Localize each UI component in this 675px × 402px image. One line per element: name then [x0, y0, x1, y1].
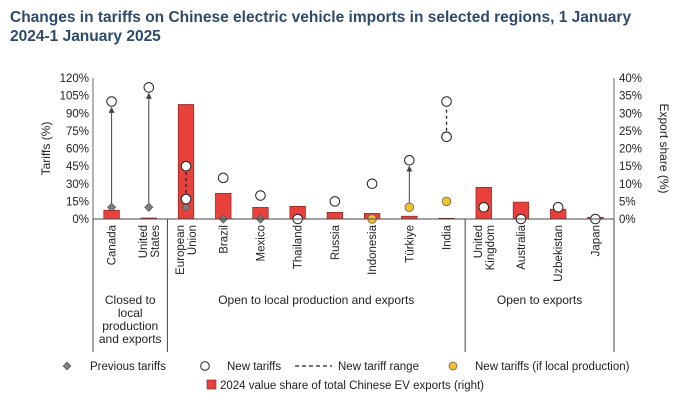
y2-tick-label: 35%	[619, 91, 642, 103]
y2-tick-label: 5%	[619, 196, 636, 208]
new-tariff-marker	[143, 82, 155, 93]
y-tick-label: 120%	[60, 73, 89, 85]
y-tick-label: 30%	[66, 179, 89, 191]
x-tick-label: Australia	[516, 224, 528, 269]
new-tariff-marker	[180, 160, 192, 172]
legend-local-production-label: New tariffs (if local production)	[475, 361, 630, 373]
y-tick-label: 60%	[66, 144, 89, 156]
x-tick-label: Uzbekistan	[553, 225, 565, 282]
y2-tick-label: 10%	[619, 179, 642, 191]
new-tariff-marker	[552, 201, 564, 213]
previous-tariff-marker	[144, 202, 154, 212]
local-production-tariff-marker	[441, 196, 452, 207]
x-tick-label: Brazil	[218, 225, 230, 254]
legend-new-tariffs-swatch	[200, 361, 210, 371]
x-tick-label: Türkiye	[404, 225, 416, 263]
legend-tariff-range-label: New tariff range	[338, 361, 419, 373]
export-share-bar	[326, 212, 344, 220]
y-tick-label: 0%	[72, 214, 89, 226]
x-tick-label: Kingdom	[485, 225, 497, 270]
previous-tariff-marker	[181, 202, 191, 212]
y2-axis-label: Export share (%)	[657, 103, 671, 193]
legend-previous-tariffs-swatch	[62, 361, 72, 371]
x-tick-label: Russia	[330, 224, 342, 260]
y2-tick-label: 40%	[619, 73, 642, 85]
group-label: and exports	[99, 332, 162, 346]
x-tick-label: Mexico	[255, 225, 267, 261]
y-tick-label: 45%	[66, 161, 89, 173]
group-label: production	[102, 319, 158, 333]
group-label: Closed to	[105, 293, 156, 307]
new-tariff-marker	[441, 131, 452, 143]
legend-export-share-label: 2024 value share of total Chinese EV exp…	[220, 380, 484, 392]
y-tick-label: 15%	[66, 196, 89, 208]
x-tick-label: India	[442, 224, 454, 250]
new-tariff-marker	[255, 190, 266, 201]
y2-tick-label: 0%	[619, 214, 636, 226]
x-tick-label: Canada	[107, 224, 119, 265]
group-label: Open to local production and exports	[218, 293, 414, 307]
x-tick-label: Indonesia	[367, 224, 379, 274]
x-tick-label: United	[473, 225, 485, 258]
x-tick-label: Union	[187, 225, 199, 255]
new-tariff-marker	[441, 96, 452, 107]
x-tick-label: Japan	[590, 225, 602, 256]
y-axis-label: Tariffs (%)	[39, 122, 53, 176]
x-tick-label: European	[175, 225, 187, 275]
new-tariff-marker	[366, 178, 378, 190]
y-tick-label: 75%	[66, 126, 89, 138]
legend-new-tariffs-label: New tariffs	[227, 361, 281, 373]
local-production-tariff-marker	[404, 202, 415, 212]
new-tariff-marker	[329, 196, 341, 207]
new-tariff-marker	[217, 172, 229, 184]
x-tick-label: Thailand	[293, 225, 305, 269]
new-tariff-marker	[106, 96, 117, 107]
legend-previous-tariffs-label: Previous tariffs	[90, 361, 166, 373]
legend-export-share-swatch	[206, 379, 217, 390]
y-tick-label: 90%	[66, 108, 89, 120]
y2-tick-label: 25%	[619, 126, 642, 138]
legend-local-production-swatch	[448, 361, 458, 371]
group-label: Open to exports	[497, 293, 582, 307]
new-tariff-marker	[404, 154, 415, 166]
y2-tick-label: 30%	[619, 108, 642, 120]
x-tick-label: United	[138, 225, 150, 258]
x-tick-label: States	[150, 225, 162, 258]
new-tariff-marker	[478, 201, 490, 213]
previous-tariff-marker	[107, 202, 117, 212]
y2-tick-label: 15%	[619, 161, 642, 173]
group-label: local	[118, 306, 143, 320]
y2-tick-label: 20%	[619, 144, 642, 156]
y-tick-label: 105%	[60, 91, 89, 103]
chart-title: Changes in tariffs on Chinese electric v…	[10, 9, 632, 45]
new-tariff-marker	[180, 193, 192, 205]
